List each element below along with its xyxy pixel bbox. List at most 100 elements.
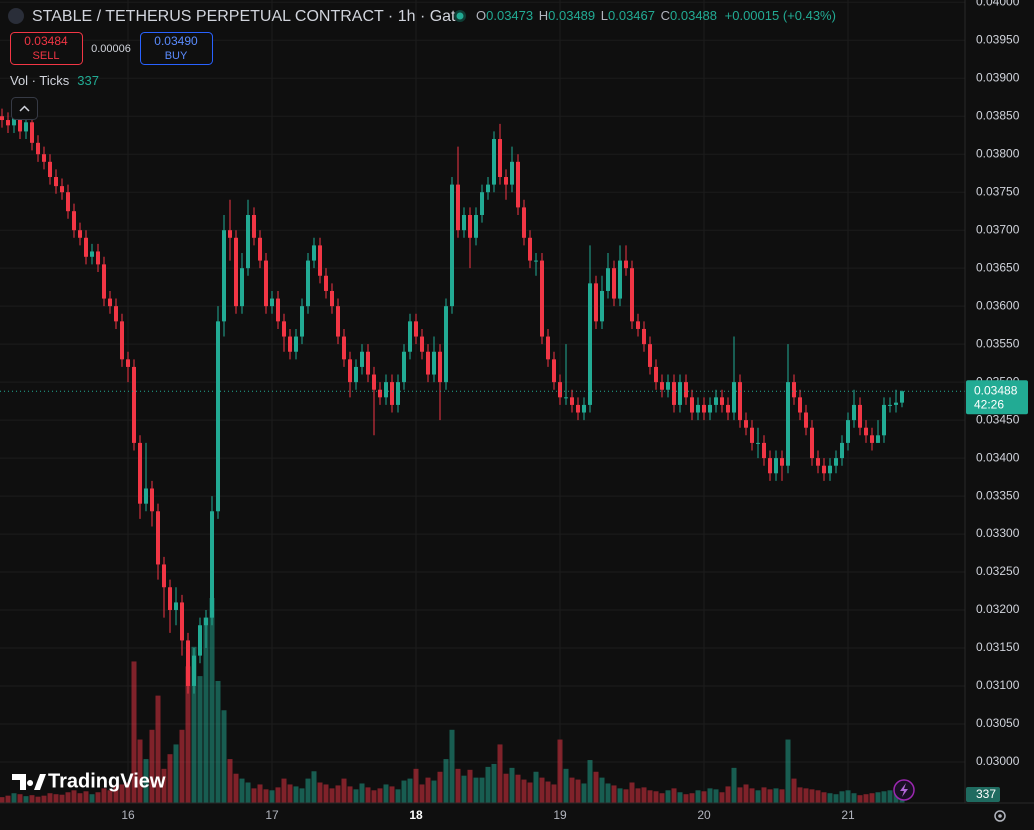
candle-body xyxy=(624,260,628,269)
logo-text: TradingView xyxy=(48,770,166,792)
settings-button[interactable] xyxy=(994,810,1006,822)
y-tick-label: 0.03400 xyxy=(976,450,1020,464)
candle-body xyxy=(372,374,376,390)
y-tick-label: 0.03950 xyxy=(976,32,1020,46)
volume-bar xyxy=(851,793,857,803)
candle-body xyxy=(180,602,184,641)
candle-body xyxy=(738,382,742,421)
candle-body xyxy=(438,351,442,383)
volume-bar xyxy=(593,771,599,803)
candle-body xyxy=(804,412,808,428)
candle-body xyxy=(120,321,124,360)
candle-body xyxy=(150,488,154,512)
volume-bar xyxy=(431,780,437,803)
volume-bar xyxy=(821,792,827,803)
sell-price[interactable]: 0.03484 xyxy=(24,34,68,48)
axes: 0.03000 0.03050 0.03100 0.03150 0.03200 0.032… xyxy=(121,0,1028,822)
candle-body xyxy=(654,366,658,383)
settings-dot[interactable] xyxy=(998,814,1002,818)
volume-bar xyxy=(221,710,227,803)
volume-bar xyxy=(479,777,485,803)
volume-bar xyxy=(311,771,317,803)
sell-label[interactable]: SELL xyxy=(33,50,60,62)
alert-button[interactable] xyxy=(893,779,915,801)
spread: 0.00006 xyxy=(91,43,131,55)
candle-body xyxy=(582,404,586,413)
volume-bar xyxy=(551,784,557,803)
candle-body xyxy=(642,328,646,345)
volume-bar xyxy=(773,788,779,803)
volume-bar xyxy=(575,779,581,803)
o-value: 0.03473 xyxy=(486,8,533,23)
volume-bar xyxy=(755,790,761,803)
candle-body xyxy=(432,351,436,375)
candle-body xyxy=(750,427,754,443)
volume-bar xyxy=(149,729,155,803)
candle-body xyxy=(174,602,178,611)
candle-body xyxy=(774,458,778,474)
candle-body xyxy=(564,397,568,399)
settings-icon[interactable] xyxy=(994,810,1006,822)
volume-bar xyxy=(707,788,713,803)
candle-body xyxy=(0,116,4,121)
volume-bar xyxy=(785,739,791,803)
candle-body xyxy=(726,404,730,413)
sell-box[interactable] xyxy=(10,32,83,65)
buy-box[interactable] xyxy=(140,32,213,65)
candle-body xyxy=(732,382,736,413)
alert-icon[interactable] xyxy=(900,783,908,797)
candle-body xyxy=(42,154,46,162)
volume-bar xyxy=(641,787,647,803)
candle-body xyxy=(828,465,832,474)
candle-body xyxy=(468,214,472,238)
candle-body xyxy=(282,321,286,337)
volume-bar xyxy=(617,788,623,803)
buy-label[interactable]: BUY xyxy=(165,50,188,62)
candle-body xyxy=(66,192,70,212)
volume-bar xyxy=(83,791,89,803)
candle-body xyxy=(822,465,826,474)
volume-bar xyxy=(77,793,83,803)
candle-body xyxy=(108,298,112,307)
volume-bar xyxy=(569,777,575,803)
collapse-box[interactable] xyxy=(11,97,38,120)
collapse-button[interactable] xyxy=(11,97,38,120)
status-dot xyxy=(456,12,464,20)
buy-price[interactable]: 0.03490 xyxy=(154,34,198,48)
volume-bar xyxy=(239,778,245,803)
candle-body xyxy=(672,382,676,405)
candle-body xyxy=(276,298,280,322)
volume-bar xyxy=(11,793,17,803)
candle-body xyxy=(882,404,886,436)
candle-body xyxy=(138,442,142,504)
volume-bar xyxy=(467,769,473,803)
candle-body xyxy=(840,442,844,459)
volume-bar xyxy=(47,793,53,803)
volume-bar xyxy=(107,790,113,803)
candle-body xyxy=(810,427,814,459)
candle-body xyxy=(474,214,478,238)
volume-bar xyxy=(263,789,269,803)
candle-body xyxy=(744,420,748,428)
volume-bar xyxy=(371,790,377,803)
volume-bar xyxy=(197,676,203,803)
candle-body xyxy=(30,122,34,143)
candle-body xyxy=(858,404,862,428)
collapse-icon[interactable] xyxy=(19,105,30,112)
volume-bar xyxy=(155,695,161,803)
candle-body xyxy=(312,245,316,261)
volume-bar xyxy=(113,786,119,803)
volume-bar xyxy=(647,790,653,803)
candle-body xyxy=(144,488,148,504)
volume-bar xyxy=(305,778,311,803)
buy-button[interactable]: 0.03490 BUY xyxy=(140,32,213,65)
volume-bar xyxy=(161,768,167,803)
y-tick-label: 0.03300 xyxy=(976,526,1020,540)
x-tick-label: 20 xyxy=(697,808,711,822)
volume-bar xyxy=(725,786,731,803)
sell-button[interactable]: 0.03484 SELL xyxy=(10,32,83,65)
candle-body xyxy=(558,382,562,398)
volume-bar xyxy=(761,787,767,803)
volume-bar xyxy=(35,796,41,803)
volume-bar xyxy=(407,778,413,803)
